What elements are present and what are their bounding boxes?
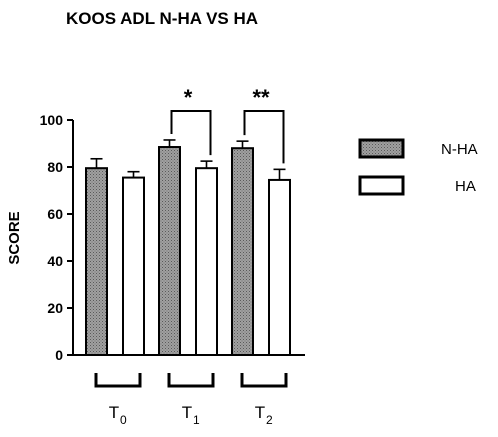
category-label: T (182, 403, 192, 422)
chart-title: KOOS ADL N-HA VS HA (66, 9, 258, 28)
group-bracket (240, 373, 288, 388)
category-subscript: 1 (193, 413, 200, 427)
bar-n-ha-1 (158, 146, 181, 356)
y-tick-label: 40 (47, 253, 63, 269)
category-label: T (255, 403, 265, 422)
y-tick-label: 0 (55, 347, 63, 363)
bar-ha-2 (268, 178, 291, 356)
significance-marker: * (184, 85, 193, 110)
category-subscript: 0 (120, 413, 127, 427)
significance-bracket (170, 110, 212, 156)
category-subscript: 2 (266, 413, 273, 427)
bar-ha-0 (122, 176, 145, 356)
category-label: T (109, 403, 119, 422)
group-bracket (94, 373, 142, 388)
bars (85, 139, 291, 356)
bar-n-ha-0 (85, 167, 108, 356)
y-tick-label: 100 (40, 112, 64, 128)
bar-n-ha-2 (231, 147, 254, 356)
group-bracket (167, 373, 215, 388)
legend: N-HA HA (358, 138, 478, 196)
y-tick-label: 80 (47, 159, 63, 175)
y-tick-label: 60 (47, 206, 63, 222)
significance-bracket (243, 110, 285, 164)
legend-label-n-ha: N-HA (441, 141, 478, 158)
significance-marker: ** (252, 85, 270, 110)
y-tick-label: 20 (47, 300, 63, 316)
y-axis-label: SCORE (6, 211, 23, 264)
y-axis: 0 20 40 60 80 100 (40, 112, 305, 363)
significance-brackets: * ** (170, 85, 285, 164)
legend-swatch-ha (358, 175, 405, 196)
legend-label-ha: HA (455, 178, 476, 195)
bar-ha-1 (195, 167, 218, 356)
legend-swatch-n-ha (358, 138, 405, 159)
